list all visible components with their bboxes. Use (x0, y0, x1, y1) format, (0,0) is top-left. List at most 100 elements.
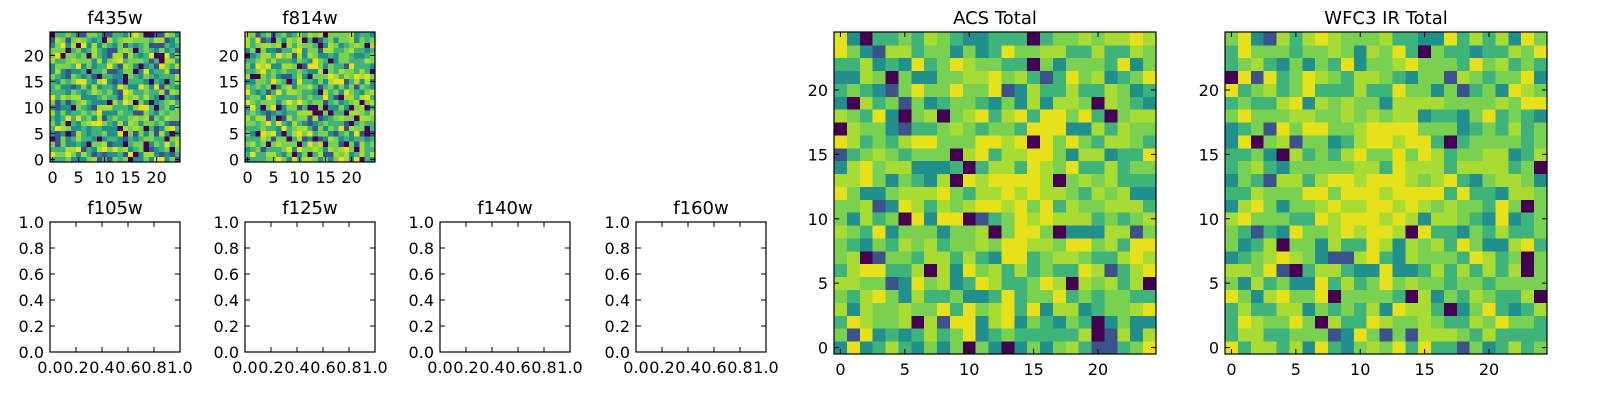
heatmap-cell (328, 141, 334, 147)
heatmap-cell (354, 120, 360, 126)
heatmap-cell (281, 52, 287, 59)
heatmap-cell (338, 52, 345, 59)
heatmap-cell (286, 47, 293, 54)
heatmap-cell (143, 32, 150, 38)
x-tick-label: 0.4 (675, 358, 700, 377)
heatmap-cell (1443, 147, 1458, 162)
heatmap-cell (312, 73, 319, 80)
heatmap-cell (250, 104, 256, 111)
heatmap-cell (1405, 289, 1419, 303)
heatmap-cell (1263, 44, 1277, 59)
heatmap-cell (1225, 225, 1239, 239)
heatmap-cell (255, 47, 261, 54)
heatmap-cell (364, 73, 371, 80)
heatmap-cell (1263, 135, 1277, 149)
heatmap-cell (1521, 276, 1535, 290)
heatmap-cell (1302, 302, 1316, 316)
heatmap-cell (1052, 109, 1067, 123)
heatmap-cell (169, 84, 176, 90)
heatmap-cell (1027, 289, 1041, 303)
heatmap-cell (911, 57, 925, 72)
heatmap-cell (169, 110, 176, 116)
heatmap-cell (164, 37, 170, 43)
heatmap-cell (312, 89, 319, 95)
heatmap-cell (1276, 328, 1290, 342)
heatmap-cell (343, 52, 350, 59)
heatmap-cell (1392, 96, 1406, 110)
heatmap-cell (328, 110, 334, 116)
heatmap-cell (364, 110, 371, 116)
heatmap-cell (1482, 315, 1496, 329)
heatmap-cell (323, 125, 329, 132)
heatmap-cell (1366, 199, 1380, 213)
heatmap-cell (245, 94, 251, 100)
heatmap-cell (70, 84, 77, 90)
heatmap-cell (312, 42, 319, 48)
heatmap-cell (117, 42, 124, 48)
heatmap-cell (81, 52, 87, 59)
heatmap-cell (138, 125, 144, 132)
heatmap-cell (1302, 122, 1316, 136)
heatmap-cell (988, 160, 1002, 175)
heatmap-cell (1353, 122, 1368, 136)
heatmap-cell (164, 52, 170, 59)
heatmap-cell (107, 94, 113, 100)
heatmap-cell (1495, 289, 1509, 303)
heatmap-cell (859, 199, 874, 213)
heatmap-cell (1225, 212, 1239, 226)
heatmap-cell (154, 68, 160, 74)
heatmap-cell (102, 136, 108, 142)
heatmap-cell (343, 32, 350, 38)
heatmap-cell (1289, 147, 1303, 162)
heatmap-cell (1040, 44, 1054, 59)
heatmap-cell (1469, 302, 1483, 316)
heatmap-cell (159, 78, 165, 85)
heatmap-cell (1443, 173, 1458, 187)
heatmap-cell (859, 263, 874, 278)
heatmap-cell (1237, 263, 1252, 278)
heatmap-cell (1521, 173, 1535, 187)
heatmap-cell (834, 83, 848, 97)
heatmap-cell (1040, 263, 1054, 278)
heatmap-cell (138, 156, 144, 163)
heatmap-cell (128, 37, 134, 43)
heatmap-cell (1431, 32, 1445, 46)
heatmap-cell (1379, 225, 1393, 239)
heatmap-cell (1456, 186, 1471, 200)
heatmap-cell (338, 110, 345, 116)
heatmap-cell (1521, 122, 1535, 136)
heatmap-cell (112, 58, 118, 64)
heatmap-cell (1117, 302, 1131, 316)
heatmap-cell (76, 42, 82, 48)
heatmap-cell (1027, 44, 1041, 59)
heatmap-cell (276, 104, 282, 111)
heatmap-cell (81, 42, 87, 48)
heatmap-cell (1117, 109, 1131, 123)
heatmap-cell (291, 104, 298, 111)
heatmap-cell (76, 63, 82, 69)
heatmap-cell (297, 63, 303, 69)
heatmap-cell (271, 94, 277, 100)
heatmap-cell (164, 58, 170, 64)
heatmap-cell (1379, 70, 1393, 84)
heatmap-cell (354, 125, 360, 132)
heatmap-cell (975, 263, 989, 278)
heatmap-cell (898, 173, 912, 187)
heatmap-cell (364, 42, 371, 48)
heatmap-cell (60, 37, 66, 43)
heatmap-cell (291, 94, 298, 100)
heatmap-cell (846, 225, 861, 239)
heatmap-cell (128, 141, 134, 147)
heatmap-cell (834, 147, 848, 162)
heatmap-cell (323, 37, 329, 43)
heatmap-cell (291, 99, 298, 106)
heatmap-cell (1237, 32, 1252, 46)
heatmap-cell (898, 199, 912, 213)
heatmap-cell (1315, 160, 1329, 175)
heatmap-cell (1534, 57, 1548, 72)
heatmap-cell (328, 42, 334, 48)
heatmap-cell (354, 63, 360, 69)
heatmap-cell (86, 146, 92, 152)
heatmap-cell (112, 73, 118, 80)
heatmap-cell (354, 47, 360, 54)
